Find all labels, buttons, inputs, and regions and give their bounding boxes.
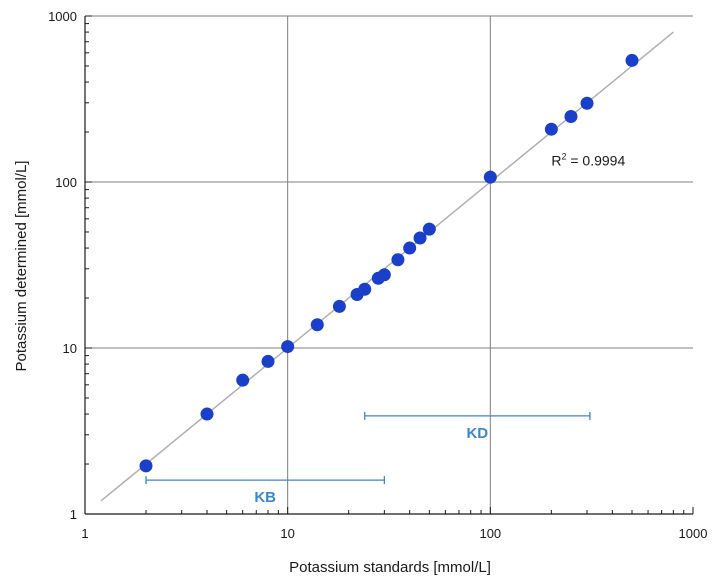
- data-point: [358, 282, 372, 296]
- data-point: [544, 122, 558, 136]
- data-point: [403, 241, 417, 255]
- fit-line: [100, 31, 674, 502]
- r-squared-annotation: R2 = 0.9994: [551, 151, 625, 168]
- x-tick-label: 10: [280, 526, 294, 541]
- data-point: [236, 373, 250, 387]
- x-tick-label: 1000: [679, 526, 708, 541]
- y-tick-label: 100: [55, 175, 77, 190]
- tick-labels: 1 10 100 1000 1 10 100 1000: [48, 9, 707, 541]
- data-point: [625, 53, 639, 67]
- data-point: [580, 96, 594, 110]
- data-point: [310, 318, 324, 332]
- axes: [84, 15, 694, 515]
- data-point: [483, 170, 497, 184]
- data-point: [377, 268, 391, 282]
- data-point: [391, 253, 405, 267]
- y-tick-label: 1000: [48, 9, 77, 24]
- x-tick-label: 1: [81, 526, 88, 541]
- data-point: [564, 110, 578, 124]
- y-axis-label: Potassium determined [mmol/L]: [13, 161, 30, 372]
- range-brackets: KB KD: [145, 411, 591, 506]
- x-axis-label: Potassium standards [mmol/L]: [289, 559, 491, 576]
- grid-lines: [85, 15, 693, 514]
- data-point: [139, 459, 153, 473]
- r-squared-prefix: R: [551, 152, 561, 168]
- range-bracket-kd: KD: [364, 411, 591, 442]
- range-label-kd: KD: [466, 425, 488, 442]
- y-tick-label: 1: [70, 507, 77, 522]
- fit-line-layer: [100, 31, 674, 502]
- y-tick-label: 10: [63, 341, 77, 356]
- data-point: [200, 407, 214, 421]
- x-tick-label: 100: [479, 526, 501, 541]
- range-bracket-kb: KB: [145, 476, 386, 506]
- r-squared-superscript: 2: [561, 151, 566, 161]
- data-point: [413, 231, 427, 245]
- r-squared-value: = 0.9994: [566, 152, 625, 168]
- data-point: [422, 222, 436, 236]
- data-point: [261, 354, 275, 368]
- data-points: [139, 53, 639, 473]
- range-label-kb: KB: [254, 489, 276, 506]
- data-point: [332, 299, 346, 313]
- data-point: [281, 340, 295, 354]
